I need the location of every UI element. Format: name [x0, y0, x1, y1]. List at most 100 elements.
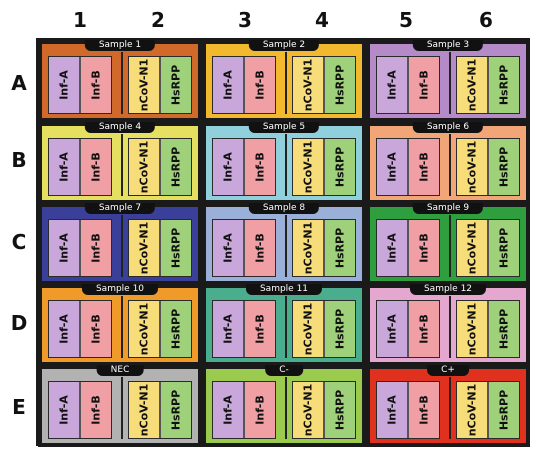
channel-hsrpp: HsRPP — [160, 220, 191, 276]
channel-ncov-n1: nCoV-N1 — [293, 57, 324, 113]
channel-label: HsRPP — [497, 389, 511, 431]
channel-label: HsRPP — [169, 227, 183, 269]
channel-label: nCoV-N1 — [137, 58, 151, 112]
channel-label: Inf-B — [253, 233, 267, 263]
channel-hsrpp: HsRPP — [488, 139, 519, 195]
channel-label: HsRPP — [169, 64, 183, 106]
channel-inf-a: Inf-A — [377, 139, 408, 195]
well: nCoV-N1 HsRPP — [128, 381, 192, 439]
well-divider — [449, 377, 451, 439]
channel-label: HsRPP — [497, 227, 511, 269]
well: nCoV-N1 HsRPP — [292, 381, 356, 439]
sample-label: Sample 8 — [248, 203, 320, 214]
sample-label: Sample 10 — [81, 284, 159, 295]
well: Inf-A Inf-B — [376, 381, 440, 439]
sample-group: Sample 8 Inf-A Inf-B nCoV-N1 HsRPP — [202, 203, 366, 285]
channel-inf-a: Inf-A — [49, 382, 80, 438]
channel-label: Inf-B — [89, 152, 103, 182]
well: nCoV-N1 HsRPP — [456, 138, 520, 196]
well: nCoV-N1 HsRPP — [128, 138, 192, 196]
channel-label: nCoV-N1 — [137, 221, 151, 275]
channel-label: Inf-A — [221, 395, 235, 425]
channel-label: nCoV-N1 — [465, 383, 479, 437]
channel-inf-a: Inf-A — [213, 57, 244, 113]
well-divider — [121, 134, 123, 196]
channel-ncov-n1: nCoV-N1 — [457, 220, 488, 276]
channel-inf-a: Inf-A — [49, 301, 80, 357]
channel-inf-b: Inf-B — [244, 220, 275, 276]
row-header-c: C — [11, 230, 27, 254]
channel-label: HsRPP — [497, 308, 511, 350]
well-divider — [285, 134, 287, 196]
channel-label: nCoV-N1 — [301, 221, 315, 275]
well: Inf-A Inf-B — [376, 56, 440, 114]
channel-hsrpp: HsRPP — [160, 139, 191, 195]
row-header-d: D — [10, 311, 28, 335]
channel-label: HsRPP — [169, 389, 183, 431]
channel-ncov-n1: nCoV-N1 — [457, 57, 488, 113]
column-header-1: 1 — [73, 8, 87, 32]
channel-ncov-n1: nCoV-N1 — [457, 382, 488, 438]
well-divider — [121, 52, 123, 114]
channel-ncov-n1: nCoV-N1 — [129, 382, 160, 438]
channel-hsrpp: HsRPP — [324, 220, 355, 276]
channel-inf-b: Inf-B — [80, 382, 111, 438]
channel-inf-b: Inf-B — [80, 220, 111, 276]
sample-group: Sample 3 Inf-A Inf-B nCoV-N1 HsRPP — [366, 40, 530, 122]
channel-label: Inf-A — [57, 233, 71, 263]
channel-label: Inf-A — [385, 70, 399, 100]
channel-label: nCoV-N1 — [465, 140, 479, 194]
channel-label: Inf-B — [89, 395, 103, 425]
channel-hsrpp: HsRPP — [324, 382, 355, 438]
channel-inf-a: Inf-A — [213, 382, 244, 438]
channel-hsrpp: HsRPP — [324, 57, 355, 113]
channel-ncov-n1: nCoV-N1 — [129, 220, 160, 276]
channel-inf-b: Inf-B — [244, 139, 275, 195]
channel-inf-b: Inf-B — [408, 139, 439, 195]
sample-group: Sample 2 Inf-A Inf-B nCoV-N1 HsRPP — [202, 40, 366, 122]
well-divider — [285, 215, 287, 277]
well-divider — [449, 52, 451, 114]
channel-ncov-n1: nCoV-N1 — [293, 382, 324, 438]
channel-label: Inf-B — [253, 70, 267, 100]
sample-group: Sample 11 Inf-A Inf-B nCoV-N1 HsRPP — [202, 284, 366, 366]
channel-label: nCoV-N1 — [301, 58, 315, 112]
well: nCoV-N1 HsRPP — [292, 138, 356, 196]
channel-label: Inf-A — [57, 395, 71, 425]
well: nCoV-N1 HsRPP — [456, 56, 520, 114]
channel-inf-b: Inf-B — [408, 382, 439, 438]
channel-inf-a: Inf-A — [49, 220, 80, 276]
channel-hsrpp: HsRPP — [160, 57, 191, 113]
channel-label: HsRPP — [333, 389, 347, 431]
channel-label: nCoV-N1 — [465, 58, 479, 112]
well: Inf-A Inf-B — [376, 219, 440, 277]
column-header-4: 4 — [315, 8, 329, 32]
channel-inf-a: Inf-A — [377, 220, 408, 276]
channel-label: Inf-B — [89, 314, 103, 344]
channel-label: Inf-B — [417, 152, 431, 182]
channel-label: HsRPP — [333, 308, 347, 350]
well: nCoV-N1 HsRPP — [128, 300, 192, 358]
well: nCoV-N1 HsRPP — [456, 381, 520, 439]
sample-label: Sample 6 — [412, 122, 484, 133]
channel-hsrpp: HsRPP — [160, 382, 191, 438]
sample-group: Sample 4 Inf-A Inf-B nCoV-N1 HsRPP — [38, 122, 202, 204]
sample-label: Sample 4 — [84, 122, 156, 133]
channel-inf-a: Inf-A — [377, 301, 408, 357]
channel-inf-b: Inf-B — [244, 57, 275, 113]
channel-label: nCoV-N1 — [465, 302, 479, 356]
channel-inf-b: Inf-B — [408, 220, 439, 276]
channel-label: Inf-A — [385, 395, 399, 425]
sample-group: C+ Inf-A Inf-B nCoV-N1 HsRPP — [366, 365, 530, 447]
channel-hsrpp: HsRPP — [488, 301, 519, 357]
well: Inf-A Inf-B — [48, 56, 112, 114]
sample-label: Sample 1 — [84, 40, 156, 51]
channel-label: Inf-A — [385, 233, 399, 263]
well-divider — [285, 377, 287, 439]
row-header-b: B — [11, 148, 27, 172]
sample-label: Sample 3 — [412, 40, 484, 51]
channel-label: Inf-B — [253, 395, 267, 425]
sample-group: Sample 5 Inf-A Inf-B nCoV-N1 HsRPP — [202, 122, 366, 204]
well-divider — [449, 134, 451, 196]
sample-label: Sample 11 — [245, 284, 323, 295]
